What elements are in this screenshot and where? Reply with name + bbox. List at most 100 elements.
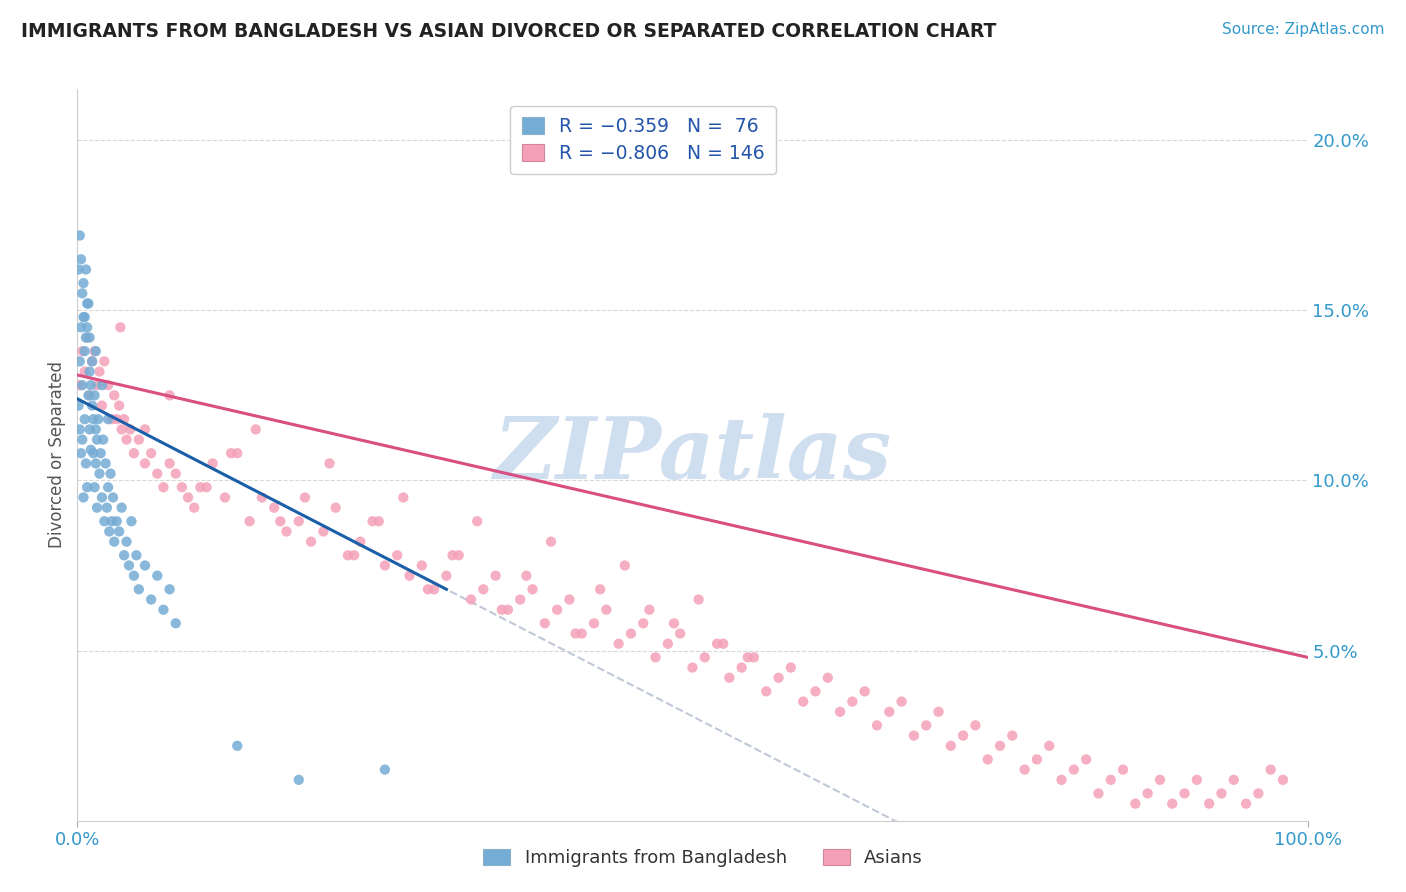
Point bbox=[79, 422, 101, 436]
Point bbox=[491, 603, 513, 617]
Point bbox=[447, 549, 470, 563]
Point bbox=[620, 626, 643, 640]
Point bbox=[82, 354, 104, 368]
Point bbox=[423, 582, 446, 597]
Point bbox=[134, 457, 156, 471]
Point bbox=[398, 568, 420, 582]
Point bbox=[83, 388, 105, 402]
Point bbox=[112, 412, 135, 426]
Point bbox=[374, 558, 396, 573]
Point bbox=[472, 582, 495, 597]
Text: ZIPatlas: ZIPatlas bbox=[494, 413, 891, 497]
Point bbox=[436, 568, 458, 582]
Point bbox=[540, 534, 562, 549]
Point bbox=[73, 344, 96, 359]
Point bbox=[952, 729, 974, 743]
Point bbox=[125, 549, 148, 563]
Point bbox=[159, 582, 181, 597]
Point bbox=[89, 467, 111, 481]
Point bbox=[755, 684, 778, 698]
Point bbox=[1026, 752, 1049, 766]
Point bbox=[128, 582, 150, 597]
Point bbox=[269, 514, 291, 528]
Point bbox=[288, 772, 311, 787]
Point bbox=[226, 446, 249, 460]
Point bbox=[688, 592, 710, 607]
Point bbox=[69, 354, 91, 368]
Legend: Immigrants from Bangladesh, Asians: Immigrants from Bangladesh, Asians bbox=[475, 841, 931, 874]
Point bbox=[817, 671, 839, 685]
Point bbox=[1038, 739, 1060, 753]
Point bbox=[183, 500, 205, 515]
Point bbox=[118, 558, 141, 573]
Point bbox=[792, 695, 814, 709]
Point bbox=[879, 705, 901, 719]
Point bbox=[165, 467, 187, 481]
Point bbox=[325, 500, 347, 515]
Point bbox=[939, 739, 962, 753]
Point bbox=[72, 276, 94, 290]
Point bbox=[1223, 772, 1246, 787]
Point bbox=[90, 446, 112, 460]
Point bbox=[250, 491, 273, 505]
Point bbox=[607, 637, 630, 651]
Point bbox=[97, 480, 120, 494]
Point bbox=[571, 626, 593, 640]
Point bbox=[841, 695, 863, 709]
Point bbox=[361, 514, 384, 528]
Point bbox=[77, 388, 100, 402]
Point bbox=[1174, 786, 1197, 800]
Point bbox=[159, 457, 181, 471]
Point bbox=[214, 491, 236, 505]
Point bbox=[69, 422, 91, 436]
Point bbox=[928, 705, 950, 719]
Text: Source: ZipAtlas.com: Source: ZipAtlas.com bbox=[1222, 22, 1385, 37]
Point bbox=[780, 660, 803, 674]
Point bbox=[1014, 763, 1036, 777]
Point bbox=[638, 603, 661, 617]
Point bbox=[111, 422, 132, 436]
Point bbox=[853, 684, 876, 698]
Point bbox=[195, 480, 218, 494]
Point bbox=[93, 354, 115, 368]
Point bbox=[70, 433, 93, 447]
Point bbox=[100, 467, 122, 481]
Point bbox=[534, 616, 557, 631]
Point bbox=[90, 491, 114, 505]
Point bbox=[239, 514, 262, 528]
Point bbox=[1125, 797, 1147, 811]
Point bbox=[165, 616, 187, 631]
Point bbox=[98, 524, 121, 539]
Point bbox=[82, 399, 104, 413]
Point bbox=[97, 378, 120, 392]
Point bbox=[318, 457, 340, 471]
Point bbox=[633, 616, 655, 631]
Point bbox=[159, 388, 181, 402]
Point bbox=[337, 549, 360, 563]
Point bbox=[263, 500, 285, 515]
Point bbox=[70, 446, 93, 460]
Point bbox=[82, 354, 104, 368]
Point bbox=[866, 718, 889, 732]
Point bbox=[128, 433, 150, 447]
Point bbox=[711, 637, 734, 651]
Point bbox=[112, 549, 135, 563]
Point bbox=[97, 412, 120, 426]
Point bbox=[67, 399, 90, 413]
Point bbox=[70, 378, 93, 392]
Point bbox=[515, 568, 537, 582]
Point bbox=[1198, 797, 1220, 811]
Point bbox=[82, 446, 104, 460]
Point bbox=[75, 330, 97, 344]
Point bbox=[385, 549, 409, 563]
Text: IMMIGRANTS FROM BANGLADESH VS ASIAN DIVORCED OR SEPARATED CORRELATION CHART: IMMIGRANTS FROM BANGLADESH VS ASIAN DIVO… bbox=[21, 22, 997, 41]
Point bbox=[105, 514, 128, 528]
Point bbox=[915, 718, 938, 732]
Point bbox=[84, 344, 107, 359]
Point bbox=[115, 433, 138, 447]
Point bbox=[146, 467, 169, 481]
Point bbox=[76, 320, 98, 334]
Point bbox=[152, 603, 174, 617]
Point bbox=[977, 752, 1000, 766]
Point bbox=[80, 442, 103, 457]
